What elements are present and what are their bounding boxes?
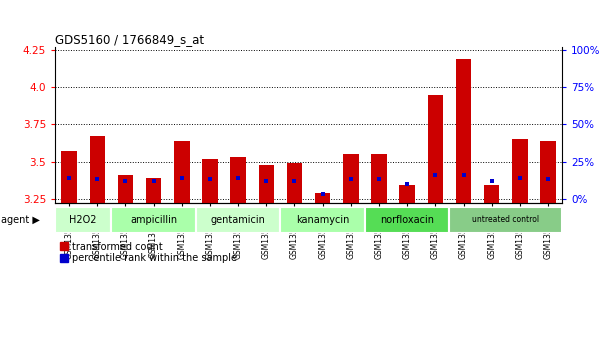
Bar: [315, 193, 331, 203]
Text: norfloxacin: norfloxacin: [380, 215, 434, 225]
Bar: [365, 207, 450, 233]
Bar: [202, 159, 218, 203]
Bar: [55, 207, 111, 233]
Bar: [146, 178, 161, 203]
Text: agent ▶: agent ▶: [1, 215, 40, 225]
Text: H2O2: H2O2: [70, 215, 97, 225]
Text: gentamicin: gentamicin: [211, 215, 266, 225]
Bar: [456, 59, 471, 203]
Bar: [400, 185, 415, 203]
Text: GDS5160 / 1766849_s_at: GDS5160 / 1766849_s_at: [55, 33, 204, 46]
Text: kanamycin: kanamycin: [296, 215, 349, 225]
Legend: transformed count, percentile rank within the sample: transformed count, percentile rank withi…: [60, 241, 236, 264]
Bar: [540, 141, 556, 203]
Bar: [280, 207, 365, 233]
Bar: [174, 141, 189, 203]
Bar: [258, 165, 274, 203]
Bar: [450, 207, 562, 233]
Bar: [230, 157, 246, 203]
Bar: [371, 154, 387, 203]
Bar: [343, 154, 359, 203]
Bar: [61, 151, 77, 203]
Bar: [111, 207, 196, 233]
Bar: [512, 139, 528, 203]
Text: ampicillin: ampicillin: [130, 215, 177, 225]
Bar: [196, 207, 280, 233]
Bar: [484, 185, 499, 203]
Bar: [428, 95, 443, 203]
Bar: [89, 136, 105, 203]
Bar: [118, 175, 133, 203]
Bar: [287, 163, 302, 203]
Text: untreated control: untreated control: [472, 216, 540, 224]
